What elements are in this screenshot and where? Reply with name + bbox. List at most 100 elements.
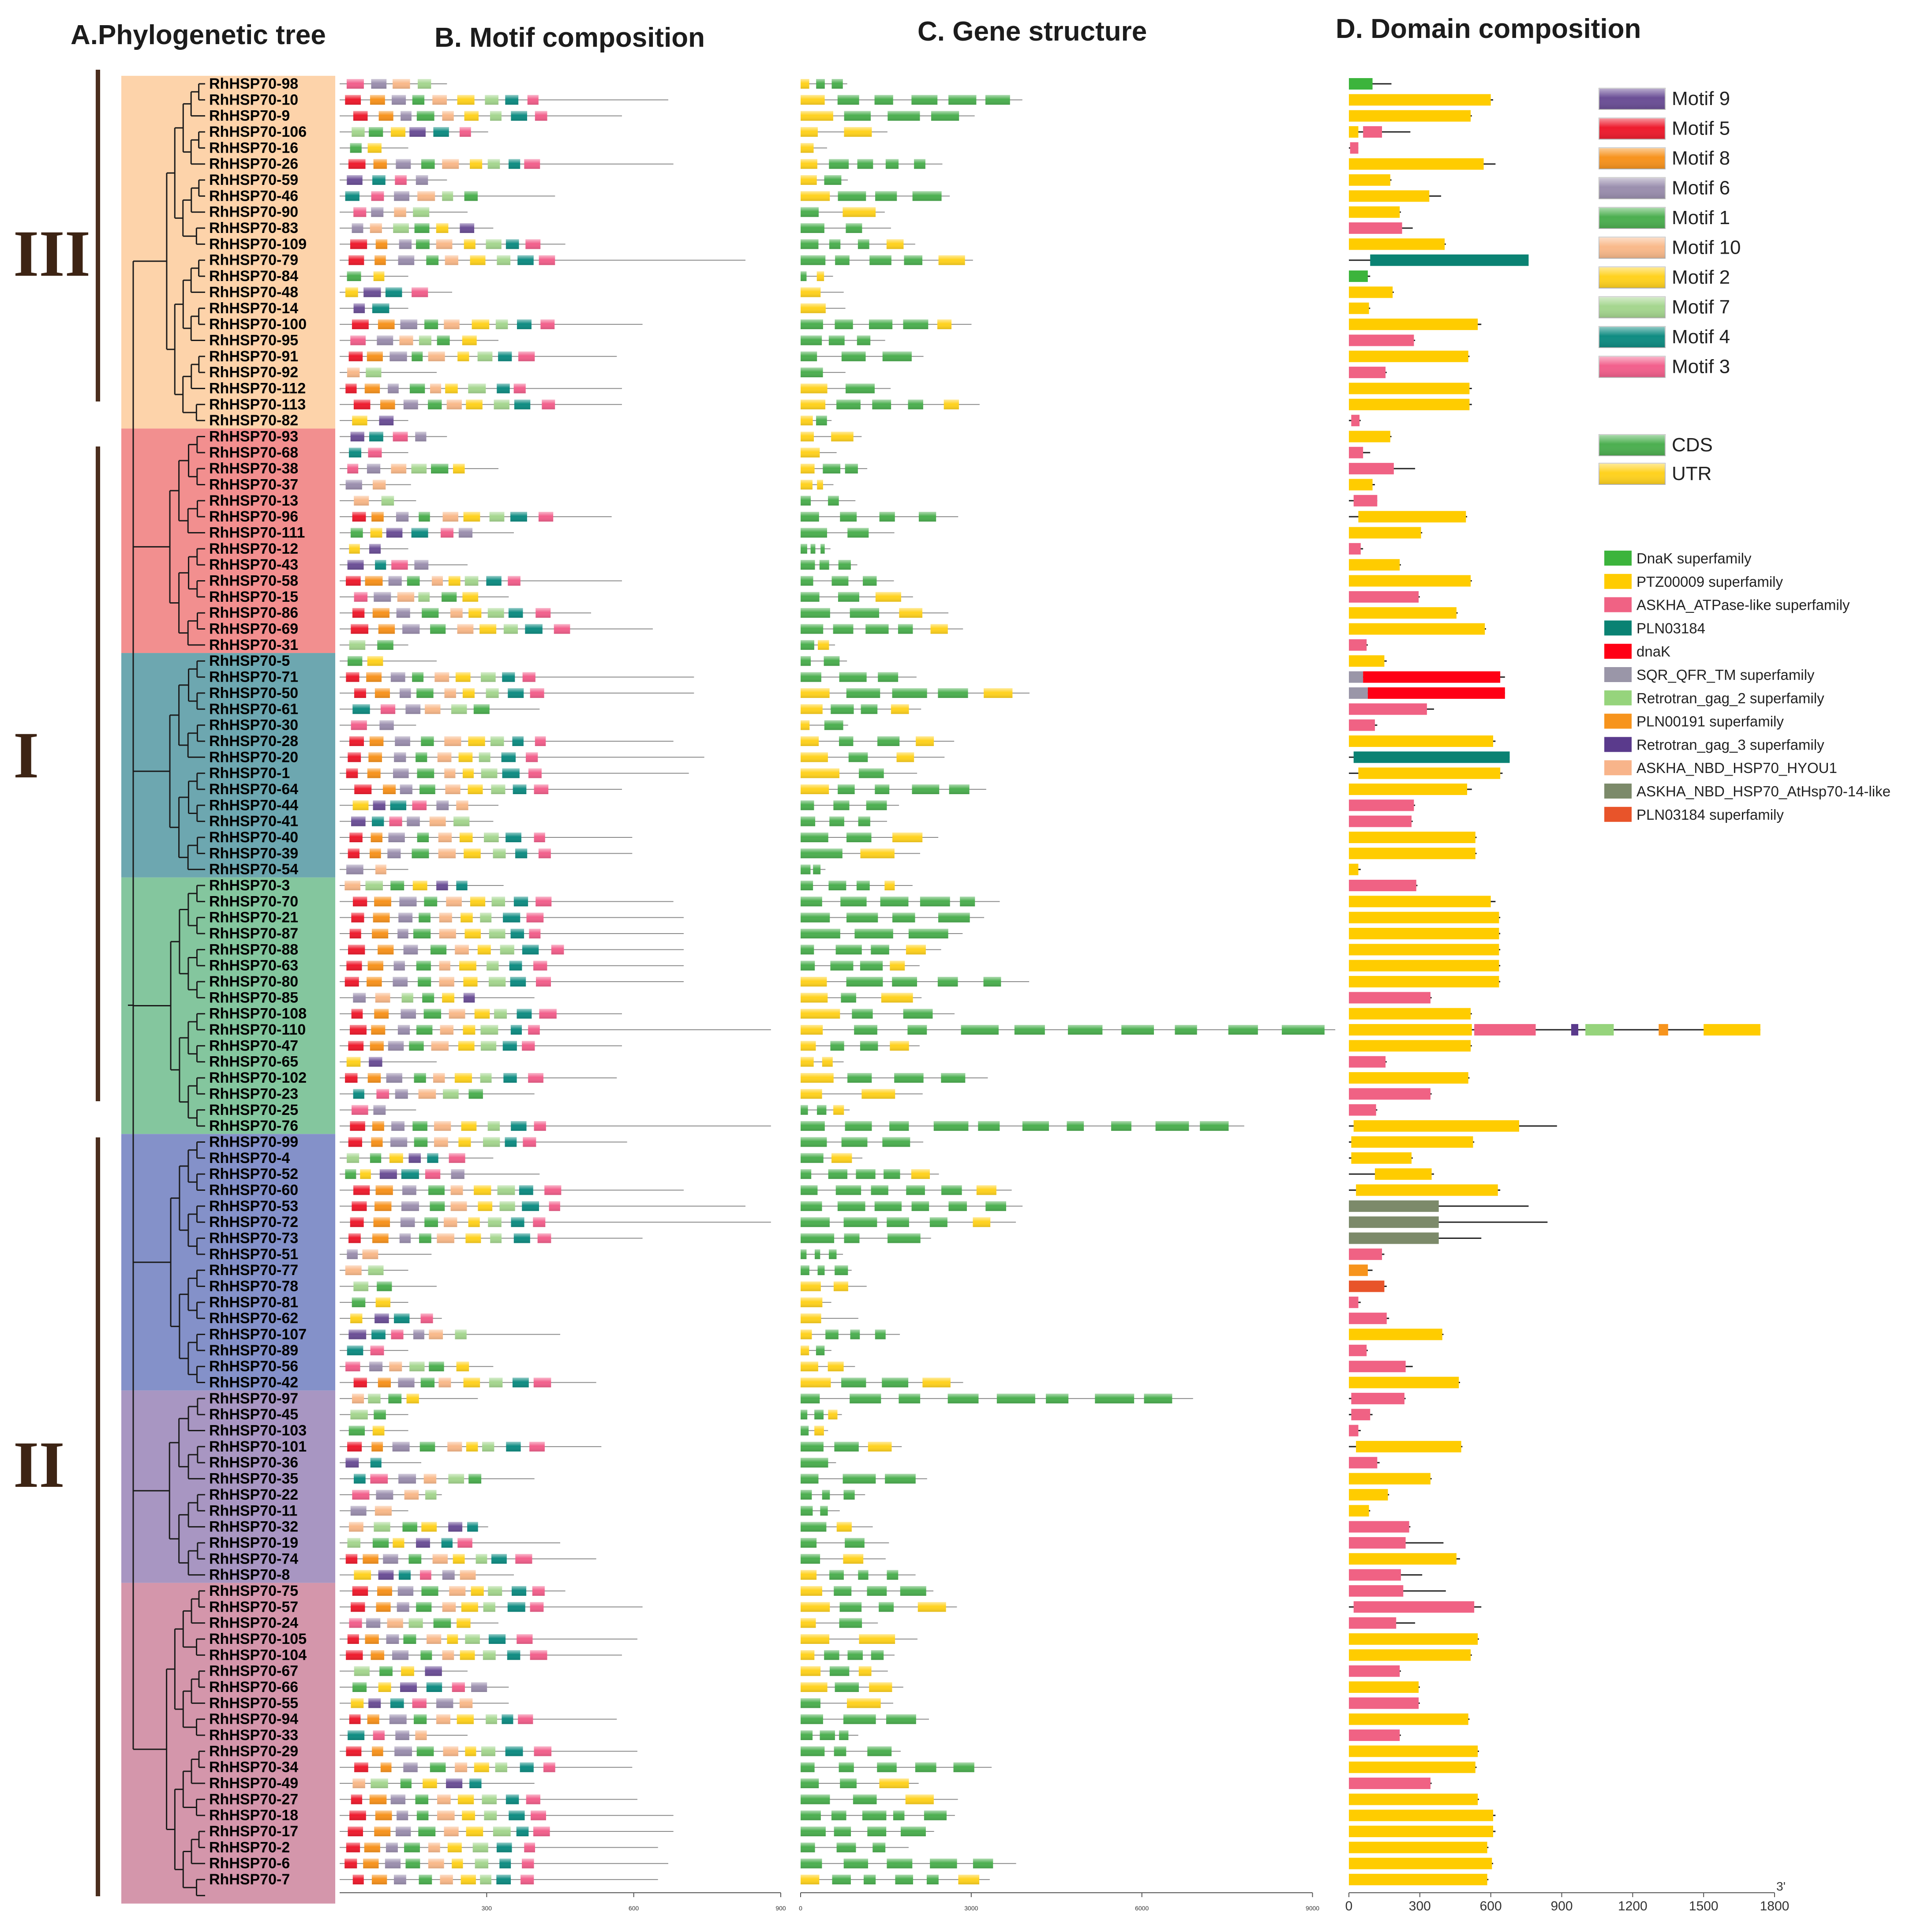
motif-gloss	[375, 560, 386, 570]
exon-gloss	[833, 1281, 848, 1291]
motif-gloss	[480, 1073, 492, 1083]
exon-gloss	[841, 1137, 868, 1147]
motif-gloss	[445, 784, 461, 794]
motif-legend-gloss	[1599, 296, 1665, 318]
motif-gloss	[351, 1009, 363, 1019]
motif-gloss	[513, 383, 526, 394]
exon-gloss	[930, 624, 948, 634]
motif-gloss	[496, 1842, 512, 1853]
exon-gloss	[844, 127, 872, 137]
exon-gloss	[822, 1057, 833, 1067]
exon-gloss	[801, 704, 823, 714]
motif-gloss	[415, 1730, 427, 1741]
domain-block	[1349, 1665, 1400, 1677]
motif-gloss	[511, 1586, 527, 1596]
motif-gloss	[487, 960, 499, 971]
exon-gloss	[801, 736, 819, 746]
motif-gloss	[431, 464, 449, 474]
gene-label: RhHSP70-39	[209, 845, 298, 862]
motif-gloss	[368, 1393, 381, 1403]
motif-gloss	[522, 1041, 535, 1051]
exon-gloss	[832, 1875, 851, 1885]
motif-gloss	[371, 1441, 383, 1452]
motif-gloss	[520, 1875, 534, 1885]
exon-gloss	[829, 1570, 844, 1580]
motif-gloss	[401, 1666, 414, 1676]
exon-gloss	[801, 1121, 825, 1131]
motif-gloss	[378, 111, 393, 121]
motif-gloss	[352, 897, 367, 907]
motif-gloss	[534, 784, 549, 794]
motif-gloss	[373, 912, 390, 923]
motif-gloss	[445, 255, 458, 265]
motif-gloss	[353, 207, 367, 217]
motif-gloss	[391, 127, 406, 137]
exon-gloss	[801, 351, 817, 361]
motif-gloss	[419, 512, 430, 522]
motif-gloss	[393, 768, 409, 778]
gene-label: RhHSP70-76	[209, 1118, 298, 1134]
motif-gloss	[430, 1201, 445, 1211]
gene-label: RhHSP70-26	[209, 156, 298, 173]
domain-legend-swatch	[1604, 574, 1632, 589]
exon-gloss	[801, 383, 828, 394]
motif-gloss	[502, 672, 515, 682]
motif-gloss	[400, 1778, 412, 1789]
gene-label: RhHSP70-6	[209, 1855, 290, 1872]
exon-gloss	[801, 431, 814, 442]
exon-gloss	[961, 1025, 999, 1035]
motif-gloss	[374, 688, 390, 698]
motif-gloss	[417, 768, 434, 778]
exon-gloss	[839, 1730, 849, 1741]
motif-gloss	[351, 816, 366, 826]
motif-gloss	[416, 1538, 430, 1548]
exon-gloss	[834, 1586, 852, 1596]
motif-gloss	[450, 608, 463, 618]
exon-gloss	[887, 1217, 909, 1227]
motif-gloss	[455, 1329, 467, 1339]
gene-label: RhHSP70-112	[209, 380, 306, 397]
axis-tick-label: 1200	[1618, 1899, 1648, 1913]
motif-gloss	[373, 271, 385, 281]
domain-block	[1349, 1745, 1478, 1757]
domain-block	[1351, 1136, 1473, 1148]
motif-gloss	[349, 1810, 366, 1820]
motif-gloss	[389, 351, 407, 361]
motif-gloss	[353, 111, 368, 121]
exon-gloss	[801, 1426, 809, 1436]
motif-gloss	[354, 1666, 370, 1676]
motif-gloss	[491, 784, 506, 794]
exon-gloss	[819, 560, 829, 570]
motif-gloss	[390, 1794, 406, 1804]
motif-legend-label: Motif 6	[1672, 177, 1730, 199]
motif-gloss	[454, 1073, 472, 1083]
motif-gloss	[526, 752, 538, 762]
motif-gloss	[346, 1842, 360, 1853]
structure-axis: 0 3000 6000 9000	[799, 1892, 1319, 1912]
motif-gloss	[457, 351, 469, 361]
motif-gloss	[420, 1377, 435, 1388]
motif-gloss	[401, 1201, 419, 1211]
motif-gloss	[412, 800, 427, 810]
exon-gloss	[854, 1025, 877, 1035]
exon-gloss	[831, 704, 854, 714]
exon-gloss	[872, 1842, 886, 1853]
motif-gloss	[371, 832, 382, 842]
domain-block	[1349, 446, 1363, 458]
motif-gloss	[457, 1618, 471, 1628]
exon-gloss	[847, 528, 869, 538]
domain-block	[1349, 559, 1400, 571]
exon-gloss	[801, 977, 827, 987]
motif-gloss	[448, 1474, 464, 1484]
motif-gloss	[414, 1137, 428, 1147]
domain-block	[1349, 1809, 1494, 1821]
motif-gloss	[398, 1570, 411, 1580]
exon-gloss	[854, 929, 893, 939]
exon-gloss	[1121, 1025, 1154, 1035]
motif-gloss	[393, 960, 405, 971]
domain-block	[1349, 1713, 1468, 1725]
motif-gloss	[366, 1618, 381, 1628]
motif-gloss	[402, 624, 420, 634]
motif-gloss	[523, 1137, 536, 1147]
